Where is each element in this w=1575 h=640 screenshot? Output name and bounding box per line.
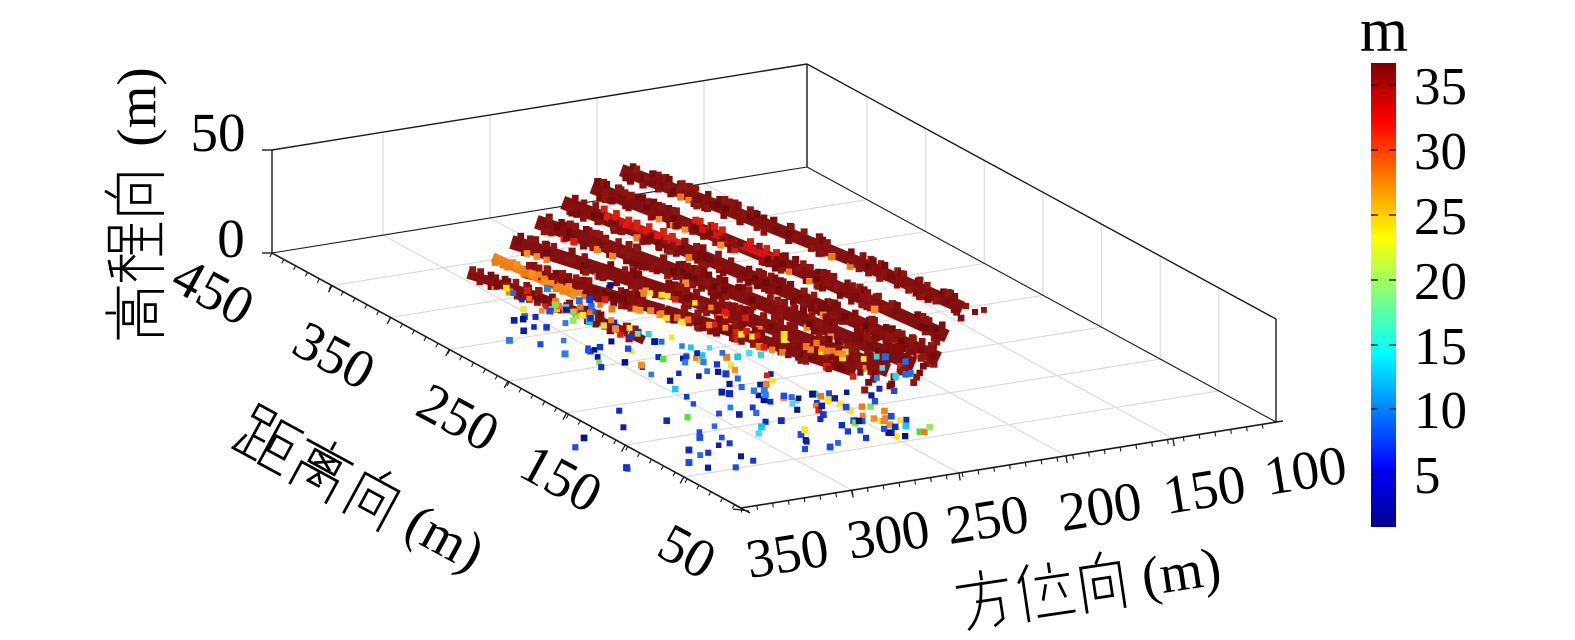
svg-text:35: 35 <box>1414 58 1467 116</box>
svg-text:m: m <box>1360 0 1408 64</box>
svg-text:15: 15 <box>1414 318 1467 376</box>
svg-text:10: 10 <box>1414 382 1467 440</box>
svg-text:20: 20 <box>1414 253 1467 311</box>
svg-text:5: 5 <box>1414 447 1441 505</box>
svg-text:25: 25 <box>1414 188 1467 246</box>
svg-text:30: 30 <box>1414 123 1467 181</box>
svg-text:100: 100 <box>1260 434 1351 507</box>
svg-text:0: 0 <box>217 208 245 269</box>
svg-text:200: 200 <box>1055 470 1146 543</box>
svg-text:(m): (m) <box>1137 535 1225 607</box>
svg-text:250: 250 <box>942 483 1033 556</box>
svg-text:150: 150 <box>1159 453 1250 526</box>
svg-text:350: 350 <box>742 517 833 590</box>
svg-text:(m): (m) <box>106 67 167 146</box>
svg-text:300: 300 <box>843 498 934 571</box>
svg-text:50: 50 <box>191 102 246 163</box>
